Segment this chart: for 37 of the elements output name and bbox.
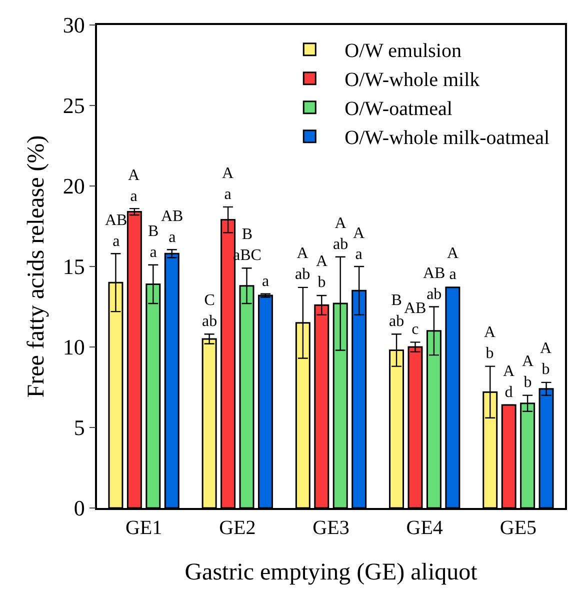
x-tick-label: GE2 xyxy=(219,516,256,539)
annotation: A b xyxy=(540,340,552,378)
y-tick-label: 30 xyxy=(62,12,85,38)
annotation: B a xyxy=(148,223,159,261)
legend-label: O/W-whole milk xyxy=(344,69,480,92)
annotation: A a xyxy=(353,225,365,263)
x-tick-label: GE5 xyxy=(500,516,537,539)
annotation: C ab xyxy=(202,292,218,330)
annotation: A a xyxy=(222,165,234,203)
annotation: B ab xyxy=(389,292,404,330)
y-tick-label: 15 xyxy=(62,254,85,280)
x-tick-label: GE4 xyxy=(406,516,443,539)
annotation: AB c xyxy=(404,300,426,338)
annotation: A b xyxy=(316,253,328,291)
annotation: AB a xyxy=(161,208,184,246)
annotation: A b xyxy=(522,353,534,391)
annotation: A a xyxy=(447,245,459,283)
legend-label: O/W-oatmeal xyxy=(344,98,453,120)
annotation: AB ab xyxy=(423,265,446,303)
annotation: A d xyxy=(503,363,515,401)
annotation: AB a xyxy=(105,212,128,250)
x-tick-label: GE1 xyxy=(125,516,162,539)
annotation: A ab xyxy=(333,215,348,253)
y-tick-label: 5 xyxy=(74,415,85,440)
annotation: a xyxy=(262,273,270,290)
y-tick-label: 0 xyxy=(74,496,85,521)
y-tick-label: 25 xyxy=(62,93,85,118)
legend-label: O/W emulsion xyxy=(344,40,462,62)
x-tick-label: GE3 xyxy=(312,516,350,539)
annotation: A ab xyxy=(295,245,310,283)
x-axis-title: Gastric emptying (GE) aliquot xyxy=(184,560,478,586)
annotation: A b xyxy=(484,324,496,362)
legend-label: O/W-whole milk-oatmeal xyxy=(344,127,550,150)
y-axis-title: Free fatty acids release (%) xyxy=(23,135,50,398)
annotation: A a xyxy=(128,167,140,205)
y-tick-label: 20 xyxy=(62,174,85,199)
y-tick-label: 10 xyxy=(62,334,85,360)
